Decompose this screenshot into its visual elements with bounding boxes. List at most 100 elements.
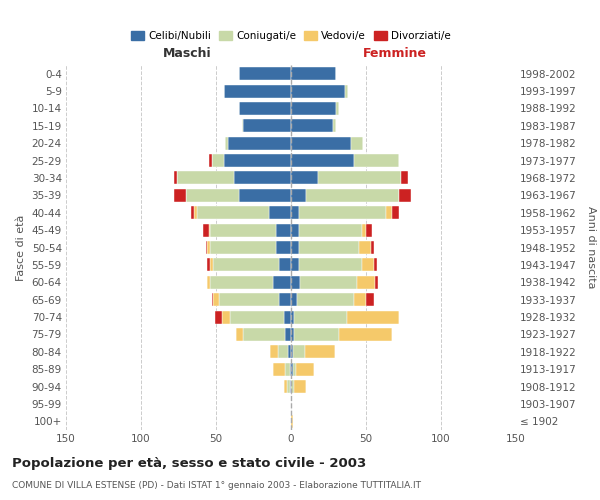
Bar <box>291 102 336 115</box>
Bar <box>279 258 291 272</box>
Bar <box>291 241 299 254</box>
Bar <box>299 258 361 272</box>
Bar <box>291 310 294 324</box>
Bar <box>354 293 366 306</box>
Bar <box>191 206 193 220</box>
Bar <box>291 362 293 376</box>
Bar <box>287 380 290 393</box>
Bar <box>276 241 291 254</box>
Bar <box>203 224 209 236</box>
Bar <box>361 258 373 272</box>
Bar <box>399 189 411 202</box>
Bar <box>215 310 222 324</box>
Y-axis label: Fasce di età: Fasce di età <box>16 214 26 280</box>
Bar <box>294 310 347 324</box>
Bar <box>197 206 269 220</box>
Bar <box>210 241 276 254</box>
Bar <box>300 276 357 289</box>
Bar <box>291 84 345 98</box>
Bar <box>223 84 291 98</box>
Bar <box>291 328 294 341</box>
Bar <box>291 293 297 306</box>
Bar <box>290 380 291 393</box>
Bar <box>193 206 197 220</box>
Bar <box>213 293 219 306</box>
Bar <box>361 224 366 236</box>
Bar <box>401 172 408 184</box>
Bar <box>291 258 299 272</box>
Bar <box>291 120 333 132</box>
Bar <box>177 172 234 184</box>
Legend: Celibi/Nubili, Coniugati/e, Vedovi/e, Divorziati/e: Celibi/Nubili, Coniugati/e, Vedovi/e, Di… <box>127 26 455 45</box>
Bar <box>296 362 314 376</box>
Bar <box>291 136 351 149</box>
Bar <box>210 258 213 272</box>
Bar <box>306 189 399 202</box>
Bar <box>299 224 361 236</box>
Bar <box>291 276 300 289</box>
Bar <box>210 224 276 236</box>
Bar <box>174 189 186 202</box>
Bar <box>174 172 177 184</box>
Bar <box>357 276 375 289</box>
Bar <box>291 380 294 393</box>
Bar <box>299 206 386 220</box>
Text: COMUNE DI VILLA ESTENSE (PD) - Dati ISTAT 1° gennaio 2003 - Elaborazione TUTTITA: COMUNE DI VILLA ESTENSE (PD) - Dati ISTA… <box>12 481 421 490</box>
Bar <box>210 276 273 289</box>
Bar <box>290 362 291 376</box>
Bar <box>288 346 291 358</box>
Bar <box>366 224 372 236</box>
Bar <box>284 380 287 393</box>
Bar <box>273 362 285 376</box>
Bar <box>354 154 399 167</box>
Bar <box>371 241 373 254</box>
Bar <box>239 67 291 80</box>
Bar <box>392 206 399 220</box>
Bar <box>285 328 291 341</box>
Bar <box>209 224 210 236</box>
Bar <box>285 362 290 376</box>
Bar <box>276 224 291 236</box>
Y-axis label: Anni di nascita: Anni di nascita <box>586 206 596 289</box>
Bar <box>212 154 223 167</box>
Bar <box>291 224 299 236</box>
Bar <box>284 310 291 324</box>
Bar <box>351 136 363 149</box>
Text: Femmine: Femmine <box>362 46 427 60</box>
Bar <box>234 172 291 184</box>
Bar <box>297 293 354 306</box>
Bar <box>339 328 392 341</box>
Bar <box>291 154 354 167</box>
Bar <box>223 154 291 167</box>
Bar <box>336 102 339 115</box>
Bar <box>347 310 399 324</box>
Bar <box>219 293 279 306</box>
Bar <box>207 276 210 289</box>
Bar <box>243 120 291 132</box>
Bar <box>239 102 291 115</box>
Bar <box>291 67 336 80</box>
Bar <box>228 136 291 149</box>
Bar <box>186 189 239 202</box>
Bar <box>205 241 207 254</box>
Bar <box>333 120 336 132</box>
Bar <box>386 206 392 220</box>
Bar <box>293 362 296 376</box>
Bar <box>209 154 212 167</box>
Bar <box>277 346 288 358</box>
Bar <box>294 328 339 341</box>
Bar <box>270 346 277 358</box>
Bar <box>225 136 228 149</box>
Bar <box>222 310 229 324</box>
Bar <box>273 276 291 289</box>
Bar <box>269 206 291 220</box>
Bar <box>294 380 306 393</box>
Bar <box>279 293 291 306</box>
Bar <box>291 346 293 358</box>
Bar <box>305 346 335 358</box>
Bar <box>318 172 401 184</box>
Text: Popolazione per età, sesso e stato civile - 2003: Popolazione per età, sesso e stato civil… <box>12 458 366 470</box>
Bar <box>213 258 279 272</box>
Bar <box>345 84 348 98</box>
Bar <box>291 189 306 202</box>
